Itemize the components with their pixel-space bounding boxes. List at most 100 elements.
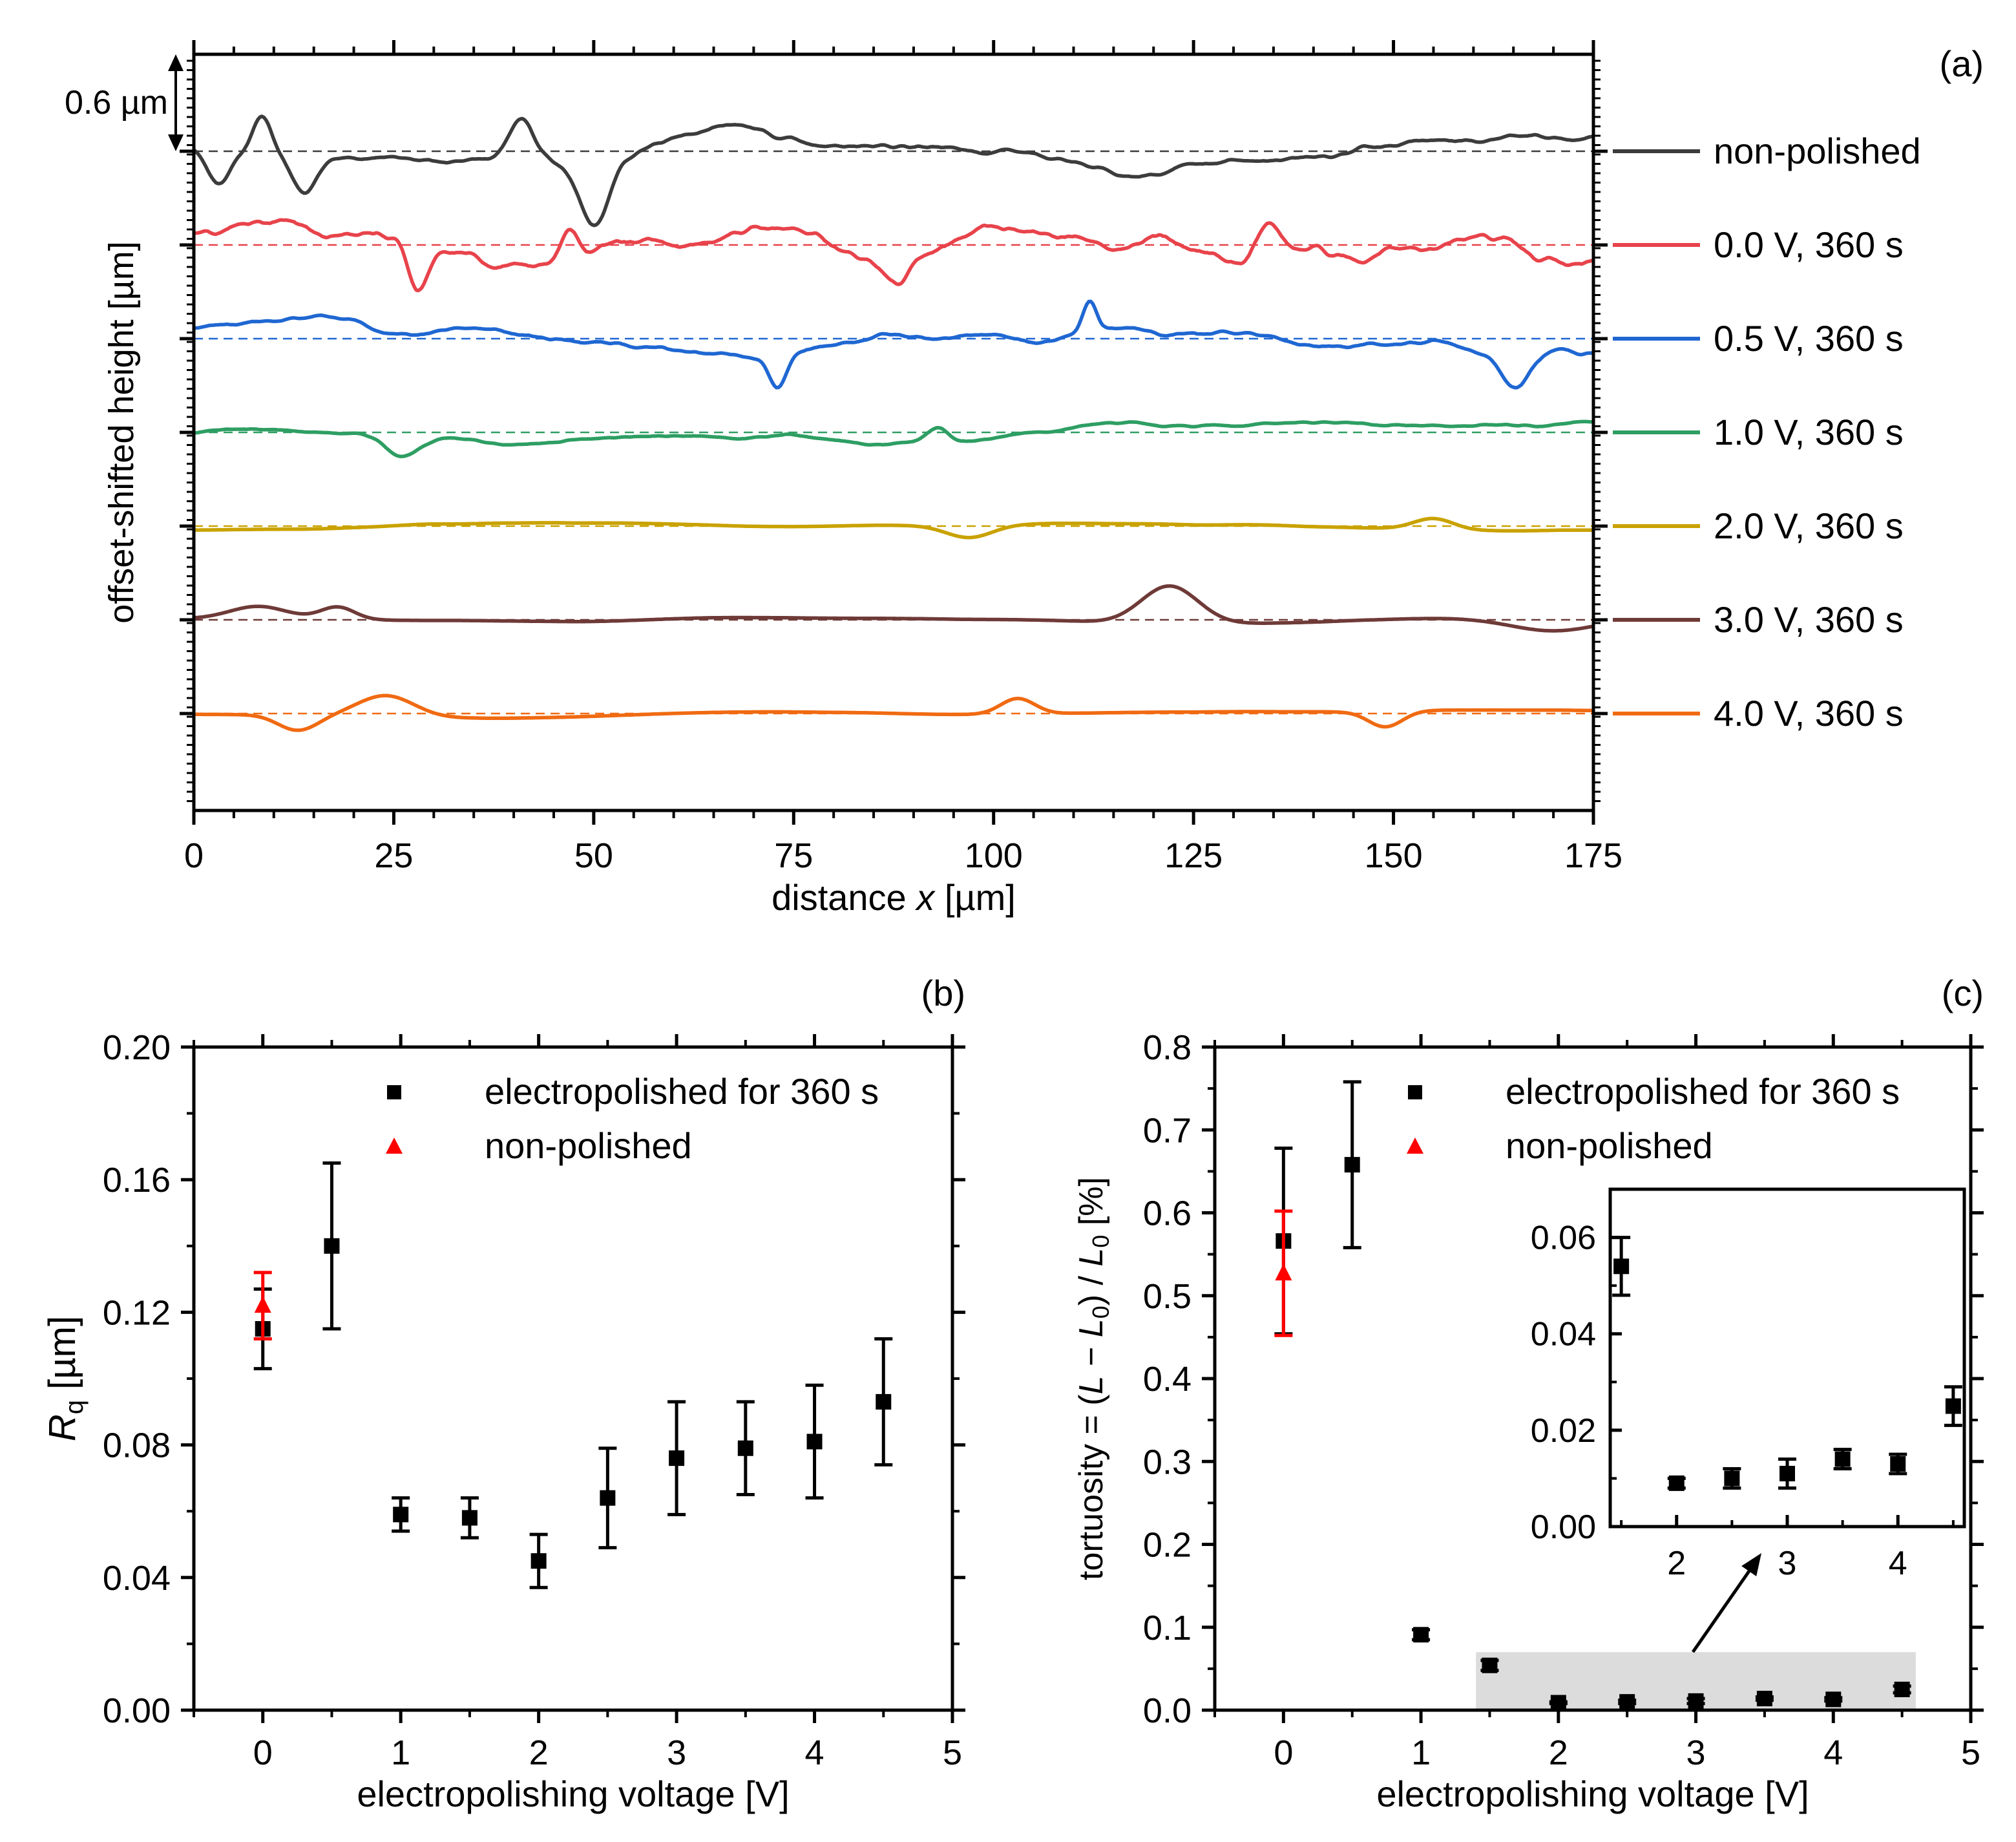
data-point-square [1688, 1693, 1704, 1709]
x-tick-label: 1 [391, 1733, 410, 1772]
x-tick-label: 5 [1961, 1733, 1980, 1772]
profile-line [193, 299, 1594, 390]
zoom-arrow-line [1691, 1560, 1758, 1653]
y-tick-label: 0.16 [103, 1161, 171, 1200]
y-tick-label: 0.0 [1143, 1691, 1192, 1730]
data-point-triangle [1275, 1264, 1292, 1281]
panel-b-label: (b) [921, 973, 965, 1013]
x-label-prefix: distance [772, 877, 916, 918]
profile-line [194, 516, 1593, 540]
panel-b-rq-chart: 0 1 2 3 4 5 0.00 0.04 0.08 0.12 0.16 0.20 electropo… [41, 973, 965, 1814]
zoom-arrow [1691, 1553, 1761, 1653]
profile-line [194, 693, 1593, 732]
panel-c-y-axis-label: tortuosity = (L − L0) / L0 [%] [1073, 1177, 1114, 1580]
x-label-unit: [µm] [934, 877, 1016, 918]
x-tick-label: 100 [965, 836, 1023, 875]
scale-bar: 0.6 µm [65, 54, 184, 151]
x-tick-label: 50 [574, 836, 613, 875]
panel-a-y-axis-label: offset-shifted height [µm] [102, 241, 141, 623]
y-tick-label: 0.7 [1143, 1111, 1192, 1150]
data-point-square [806, 1434, 823, 1450]
data-point-square [1894, 1681, 1910, 1697]
y-tick-label: 0.6 [1143, 1194, 1192, 1233]
x-tick-label: 25 [374, 836, 413, 875]
y-tick-label: 0.04 [103, 1559, 171, 1598]
legend-label: 1.0 V, 360 s [1714, 412, 1904, 452]
y-label-prefix: tortuosity = ( [1073, 1394, 1110, 1580]
y-label-sub0-denominator: 0 [1087, 1235, 1114, 1248]
y-tick-label: 0.2 [1143, 1526, 1192, 1565]
legend-label: non-polished [1506, 1125, 1713, 1166]
x-tick-label: 3 [1686, 1733, 1706, 1772]
inset-data-points [1612, 1236, 1962, 1491]
x-tick-label: 125 [1164, 836, 1223, 875]
y-tick-label: 0.12 [103, 1293, 171, 1332]
data-point-square [1344, 1157, 1360, 1173]
y-label-unit: [µm] [41, 1316, 83, 1400]
y-tick-label: 0.00 [103, 1691, 171, 1730]
legend-label: 0.5 V, 360 s [1714, 318, 1904, 359]
panel-c-legend: electropolished for 360 s non-polished [1407, 1071, 1900, 1166]
panel-a-legend: non-polished 0.0 V, 360 s 0.5 V, 360 s 1.0 … [1613, 131, 1921, 734]
x-tick-label: 3 [667, 1733, 686, 1772]
x-tick-label: 0 [253, 1733, 273, 1772]
data-point-square [1613, 1258, 1630, 1275]
panel-a-label: (a) [1940, 43, 1984, 84]
panel-a-ticks [180, 40, 1608, 825]
y-label-divide: ) / [1073, 1267, 1110, 1306]
panel-b-data-points [253, 1161, 893, 1589]
data-point-square [1825, 1691, 1842, 1708]
inset-y-tick-label: 0.04 [1531, 1316, 1596, 1353]
data-point-square [1413, 1627, 1429, 1643]
legend-label: electropolished for 360 s [485, 1071, 879, 1112]
panel-c-ticks [1202, 1034, 1984, 1723]
panel-b-tick-labels: 0 1 2 3 4 5 0.00 0.04 0.08 0.12 0.16 0.20 [103, 1028, 962, 1772]
x-tick-label: 0 [1274, 1733, 1293, 1772]
data-point-square [393, 1507, 409, 1523]
x-tick-label: 175 [1564, 836, 1622, 875]
x-tick-label: 75 [774, 836, 813, 875]
y-tick-label: 0.5 [1143, 1277, 1192, 1316]
panel-c-tortuosity-chart: 0 1 2 3 4 5 0.0 0.1 0.2 0.3 0.4 0.5 0.6 0.7 0.8 electr… [1073, 973, 1984, 1814]
profile-line [193, 218, 1594, 293]
data-point-square [1945, 1398, 1961, 1414]
legend-label: 2.0 V, 360 s [1714, 505, 1904, 546]
legend-label: non-polished [485, 1125, 692, 1166]
data-point-square [737, 1440, 753, 1456]
inset-x-tick-label: 3 [1778, 1545, 1797, 1582]
data-point-square [1890, 1456, 1906, 1472]
data-point-square [1619, 1694, 1635, 1710]
x-tick-label: 2 [1549, 1733, 1568, 1772]
x-tick-label: 2 [529, 1733, 549, 1772]
legend-marker-triangle [1407, 1138, 1423, 1154]
y-label-subscript: q [60, 1400, 89, 1414]
inset-ticks [1610, 1188, 1955, 1529]
y-label-L0-denominator: L [1073, 1248, 1110, 1267]
y-tick-label: 0.08 [103, 1426, 171, 1465]
panel-c-x-axis-label: electropolishing voltage [V] [1376, 1773, 1809, 1814]
data-point-triangle [254, 1296, 271, 1313]
scale-bar-arrowhead-bottom [168, 134, 184, 151]
inset-y-tick-label: 0.00 [1531, 1509, 1596, 1546]
legend-label: non-polished [1714, 131, 1921, 171]
x-tick-label: 1 [1411, 1733, 1431, 1772]
legend-marker-square [1408, 1085, 1422, 1099]
y-label-minus: − [1073, 1337, 1110, 1375]
inset-tick-labels: 2 3 4 0.00 0.02 0.04 0.06 [1531, 1220, 1907, 1582]
data-point-square [600, 1490, 616, 1506]
y-tick-label: 0.3 [1143, 1443, 1192, 1481]
zoom-arrow-head [1741, 1553, 1761, 1576]
panel-c-data-points [1274, 1080, 1911, 1711]
data-point-square [1724, 1470, 1740, 1487]
legend-label: 0.0 V, 360 s [1714, 224, 1904, 265]
panel-a-profiles: 0 25 50 75 100 125 150 175 non-polished 0.0 V, 3… [65, 40, 1984, 918]
inset-y-tick-label: 0.06 [1531, 1220, 1596, 1257]
y-label-L: L [1073, 1375, 1110, 1394]
legend-marker-triangle [386, 1138, 403, 1154]
panel-b-ticks [181, 1034, 965, 1723]
data-point-square [1780, 1465, 1795, 1481]
panel-b-x-axis-label: electropolishing voltage [V] [357, 1773, 789, 1814]
y-tick-label: 0.20 [103, 1028, 171, 1067]
profile-baselines [194, 150, 1593, 715]
